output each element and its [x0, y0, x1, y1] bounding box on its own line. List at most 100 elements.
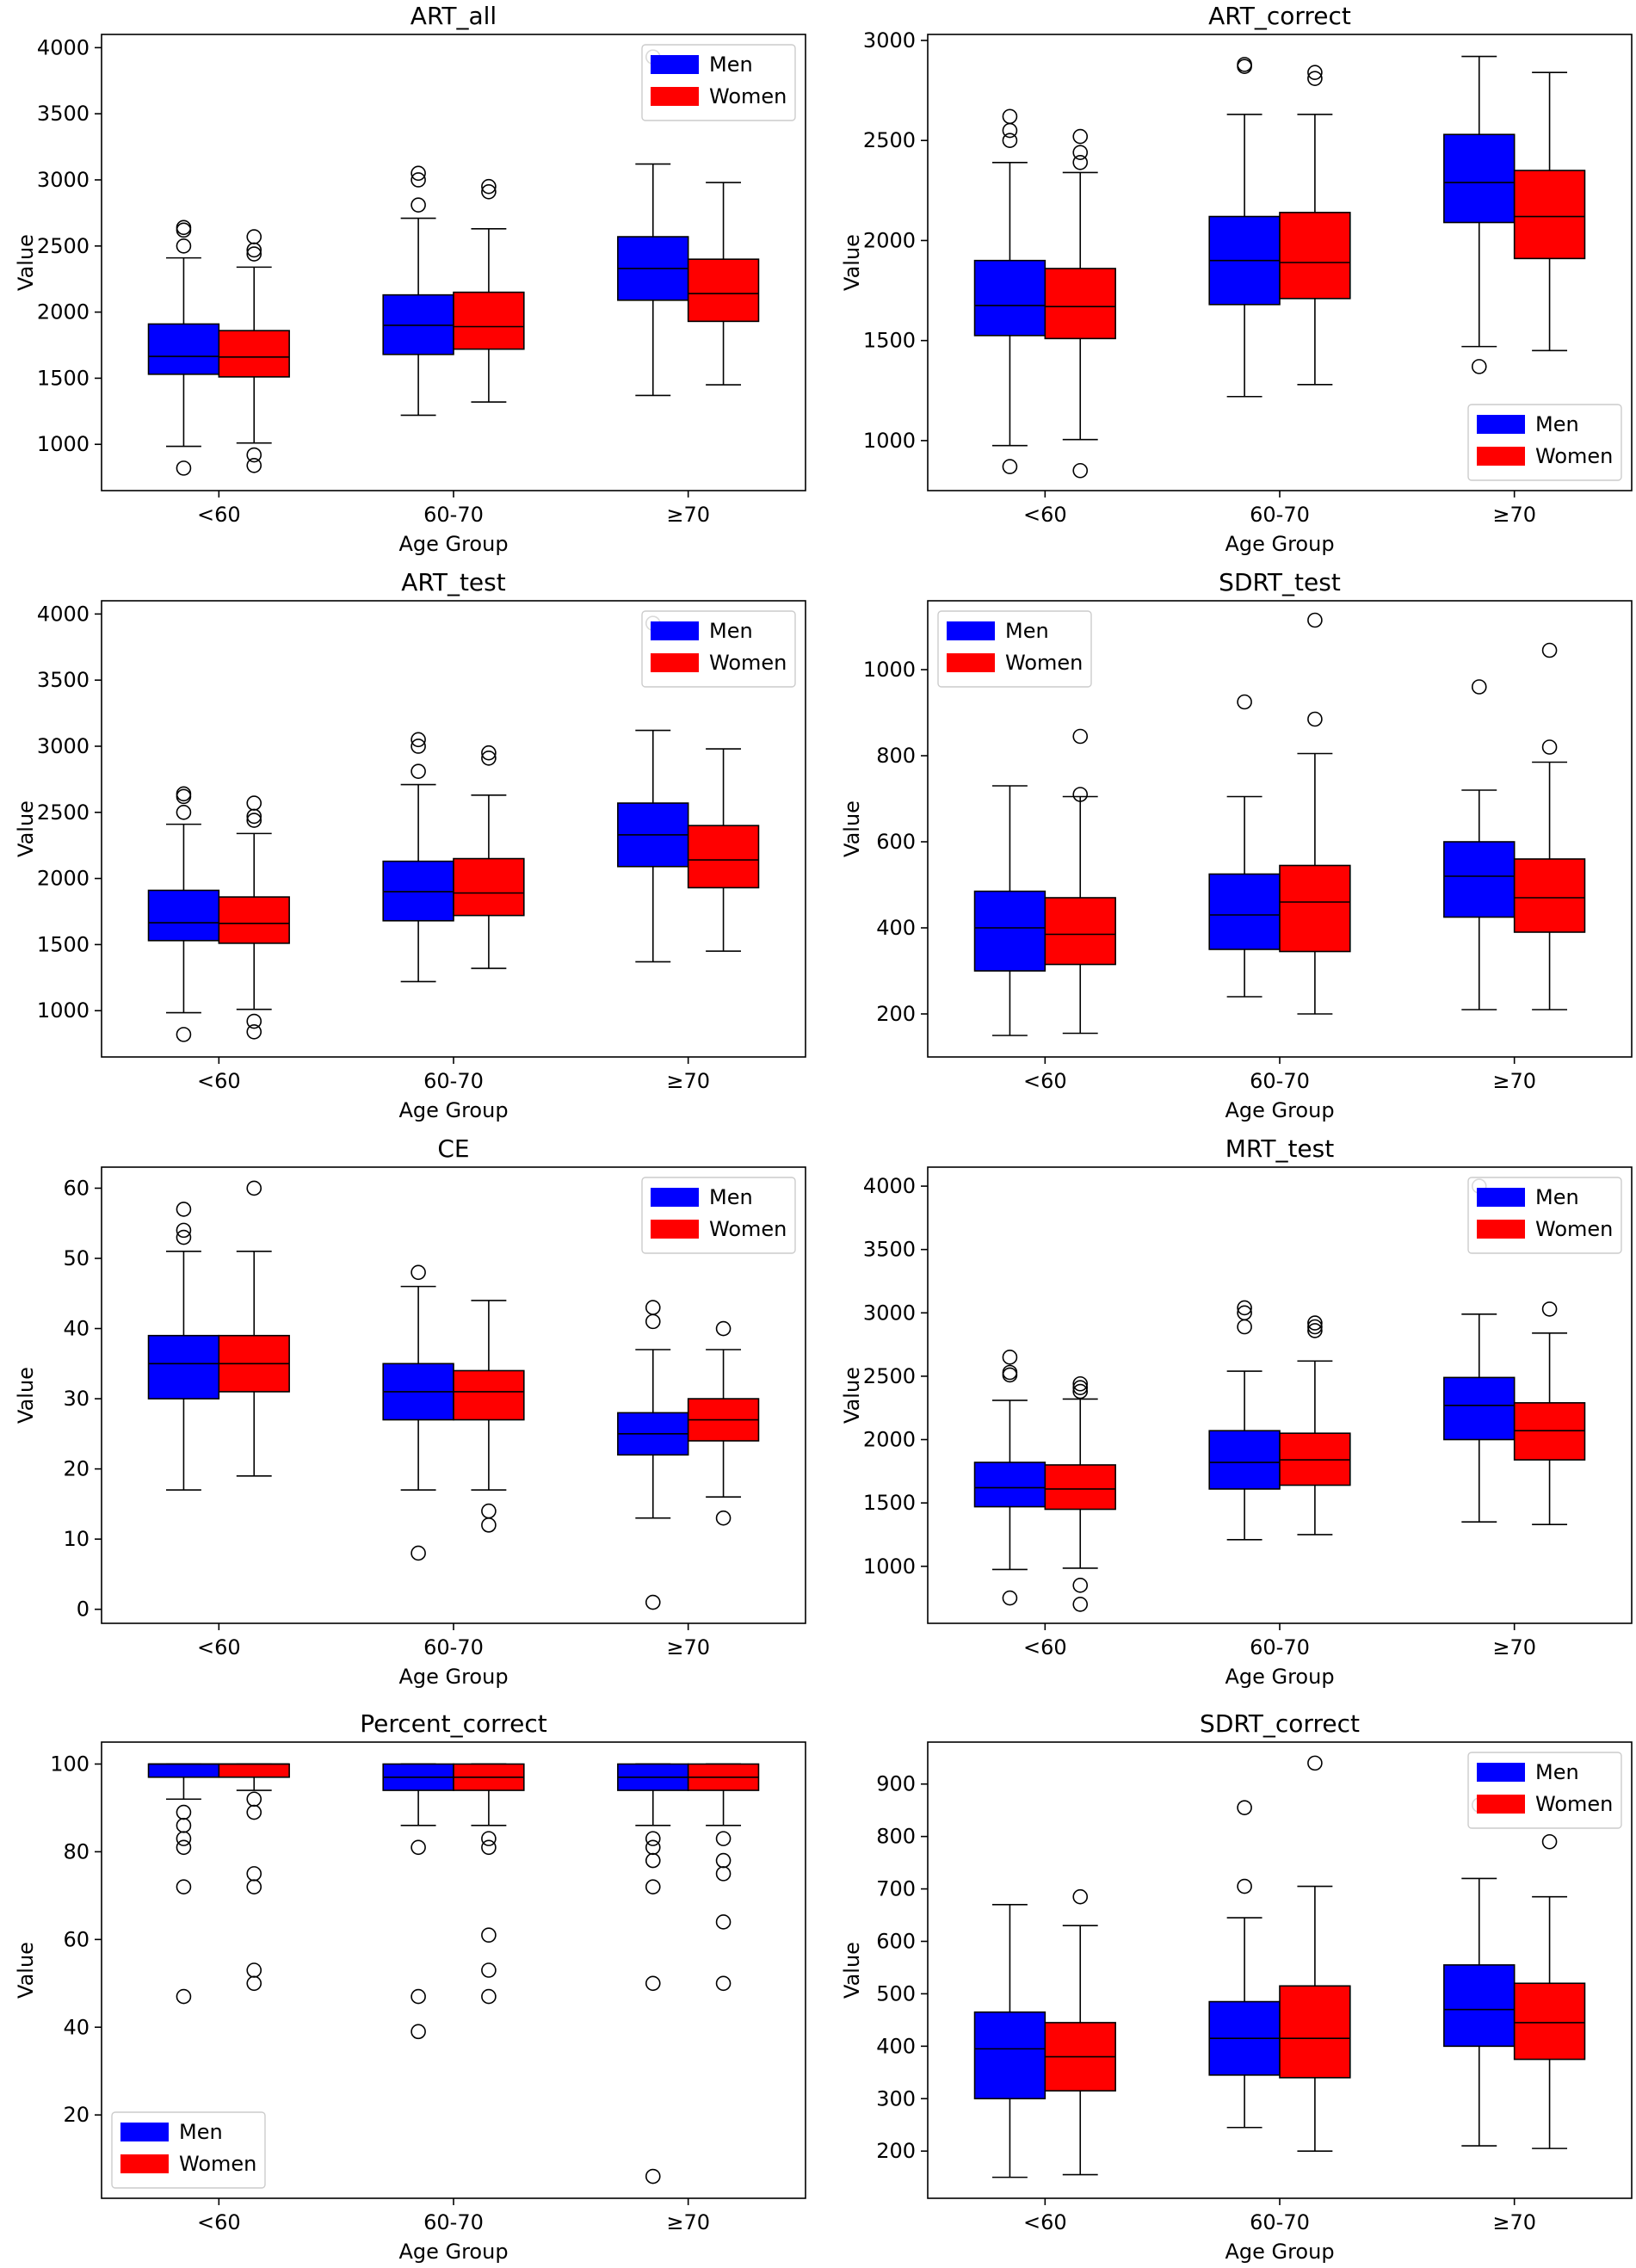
x-tick-label: <60	[1023, 1069, 1067, 1093]
box-iqr	[218, 896, 290, 944]
y-axis-label: Value	[14, 1942, 38, 1999]
x-tick-label: ≥70	[1492, 2210, 1536, 2234]
y-tick-label: 4000	[37, 35, 90, 59]
outlier-point	[1072, 462, 1089, 479]
y-tick-label: 4000	[37, 602, 90, 626]
outlier-point	[246, 229, 262, 244]
outlier-point	[1307, 1323, 1323, 1338]
x-tick-label: ≥70	[1492, 1069, 1536, 1093]
legend-swatch-women	[1477, 447, 1525, 466]
y-axis-label: Value	[840, 1942, 864, 1999]
x-tick-label: ≥70	[666, 1069, 710, 1093]
outlier-point	[246, 447, 262, 463]
y-tick-label: 700	[876, 1877, 916, 1901]
outlier-point	[246, 1975, 262, 1992]
box-women-60-70	[453, 745, 525, 969]
legend-label: Men	[1535, 1185, 1579, 1209]
outlier-point	[645, 1594, 661, 1610]
x-axis-label: Age Group	[398, 1098, 508, 1122]
outlier-point	[645, 1313, 661, 1330]
outlier-point	[1072, 787, 1089, 802]
outlier-point	[411, 1545, 426, 1561]
legend-swatch-women	[1477, 1220, 1525, 1239]
outlier-point	[411, 738, 426, 754]
y-tick-label: 1500	[37, 366, 90, 390]
y-tick-label: 200	[876, 1002, 916, 1026]
chart-title: SDRT_test	[1219, 568, 1341, 596]
box-men-60-70	[1208, 1300, 1281, 1541]
y-tick-label: 50	[63, 1246, 90, 1270]
y-axis-label: Value	[14, 800, 38, 857]
outlier-point	[411, 763, 426, 779]
box-women-≥70	[687, 748, 760, 952]
outlier-point	[411, 165, 426, 182]
y-tick-label: 300	[876, 2086, 916, 2110]
box-men-≥70	[617, 615, 689, 963]
legend-swatch-women	[651, 87, 699, 106]
x-tick-label: ≥70	[666, 2210, 710, 2234]
x-tick-label: 60-70	[1250, 503, 1310, 527]
box-iqr	[147, 1334, 220, 1400]
box-iqr	[1443, 1964, 1516, 2048]
box-iqr	[147, 323, 220, 375]
box-women-60-70	[1279, 612, 1351, 1015]
chart-title: ART_correct	[1208, 2, 1351, 30]
y-tick-label: 1000	[863, 1554, 916, 1579]
legend-swatch-women	[651, 653, 699, 672]
box-men-60-70	[382, 165, 454, 417]
box-men-≥70	[617, 49, 689, 397]
box-women-<60	[1044, 1375, 1116, 1612]
y-tick-label: 20	[63, 2103, 90, 2127]
y-tick-label: 60	[63, 1176, 90, 1200]
legend-label: Women	[1005, 651, 1083, 675]
x-axis-label: Age Group	[1225, 2240, 1334, 2264]
outlier-point	[1307, 71, 1323, 86]
y-tick-label: 3500	[37, 668, 90, 692]
y-tick-label: 2000	[863, 1428, 916, 1452]
box-women-≥70	[687, 182, 760, 386]
legend-swatch-men	[651, 621, 699, 640]
box-men-≥70	[1443, 1178, 1516, 1523]
outlier-point	[645, 1300, 661, 1315]
box-iqr	[973, 2011, 1046, 2100]
x-axis-label: Age Group	[1225, 1098, 1334, 1122]
outlier-point	[246, 813, 262, 828]
outlier-point	[481, 1517, 497, 1533]
outlier-point	[411, 197, 426, 213]
x-axis-label: Age Group	[1225, 1665, 1334, 1689]
box-women-<60	[218, 1763, 290, 1992]
y-tick-label: 0	[77, 1597, 90, 1622]
box-men-≥70	[1443, 679, 1516, 1010]
outlier-point	[1541, 739, 1558, 755]
outlier-point	[246, 246, 262, 262]
legend-swatch-men	[1477, 1188, 1525, 1207]
box-iqr	[1044, 268, 1116, 340]
box-women-60-70	[453, 1763, 525, 2005]
outlier-point	[1307, 65, 1323, 80]
outlier-point	[1237, 694, 1252, 710]
y-tick-label: 1000	[37, 998, 90, 1023]
outlier-point	[481, 751, 497, 766]
outlier-point	[645, 1975, 661, 1992]
box-men-<60	[147, 219, 220, 476]
box-women-<60	[218, 229, 290, 473]
legend-label: Men	[1535, 412, 1579, 436]
legend-swatch-men	[1477, 415, 1525, 434]
x-tick-label: 60-70	[423, 1635, 484, 1659]
box-men-60-70	[1208, 1800, 1281, 2129]
box-iqr	[1443, 133, 1516, 224]
outlier-point	[1471, 679, 1487, 695]
y-tick-label: 3500	[863, 1238, 916, 1262]
outlier-point	[1002, 1350, 1018, 1365]
x-tick-label: <60	[197, 503, 241, 527]
y-tick-label: 3000	[863, 1301, 916, 1325]
y-axis-label: Value	[840, 234, 864, 291]
y-tick-label: 40	[63, 2015, 90, 2039]
outlier-point	[176, 1988, 192, 2005]
y-tick-label: 60	[63, 1927, 90, 1951]
box-iqr	[687, 825, 760, 889]
box-iqr	[1513, 1982, 1586, 2061]
box-iqr	[1208, 1430, 1281, 1490]
box-men-≥70	[1443, 55, 1516, 374]
box-iqr	[218, 330, 290, 378]
